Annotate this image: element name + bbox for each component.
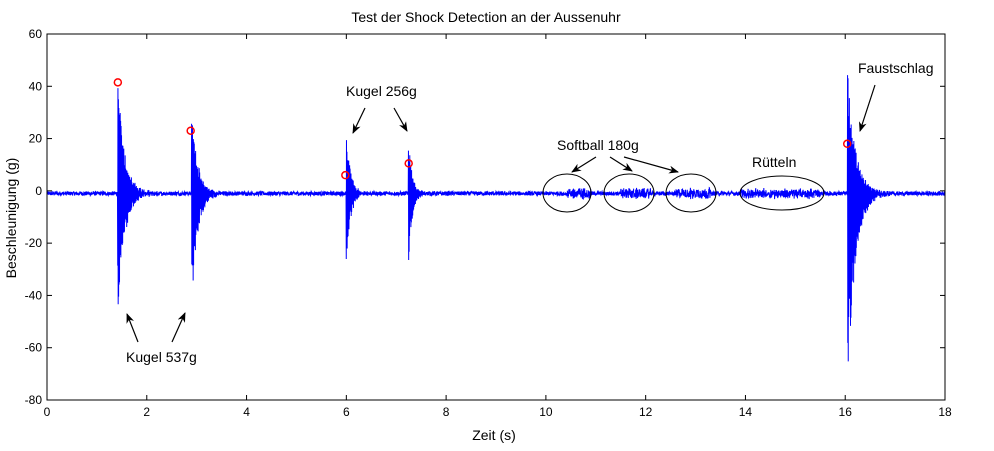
detection-marker bbox=[404, 159, 413, 168]
arrow-softball-3 bbox=[623, 156, 679, 174]
arrow-softball-1 bbox=[571, 156, 597, 173]
detection-marker bbox=[186, 126, 195, 135]
x-tick-label: 18 bbox=[938, 405, 952, 419]
arrow-softball-2 bbox=[609, 156, 633, 172]
y-tick-label: -20 bbox=[25, 236, 43, 250]
y-tick-label: -80 bbox=[25, 393, 43, 407]
x-tick-label: 0 bbox=[44, 405, 51, 419]
y-tick-label: 20 bbox=[29, 132, 43, 146]
y-axis-label: Beschleunigung (g) bbox=[3, 158, 19, 279]
x-tick-label: 16 bbox=[839, 405, 853, 419]
arrow-kugel-256g-2 bbox=[393, 107, 408, 132]
ellipse-softball-2 bbox=[603, 173, 655, 213]
plot-area bbox=[46, 75, 946, 362]
y-tick-label: 0 bbox=[35, 184, 42, 198]
y-tick-label: -40 bbox=[25, 288, 43, 302]
x-tick-label: 4 bbox=[243, 405, 250, 419]
x-tick-label: 6 bbox=[343, 405, 350, 419]
y-tick-label: 60 bbox=[29, 27, 43, 41]
y-tick-label: -60 bbox=[25, 341, 43, 355]
annotation-ruetteln: Rütteln bbox=[752, 154, 796, 170]
x-tick-label: 12 bbox=[639, 405, 653, 419]
ellipse-ruetteln bbox=[739, 175, 825, 211]
detection-marker bbox=[842, 139, 852, 149]
annotation-softball-180g: Softball 180g bbox=[557, 137, 639, 153]
annotations: Kugel 537g Kugel 256g Softball 180g Rütt… bbox=[126, 60, 933, 365]
ellipse-softball-3 bbox=[665, 173, 717, 213]
detection-marker bbox=[113, 78, 123, 87]
annotation-faustschlag: Faustschlag bbox=[858, 60, 933, 76]
plot-frame bbox=[46, 33, 946, 401]
detection-marker bbox=[341, 170, 350, 180]
x-tick-label: 2 bbox=[143, 405, 150, 419]
x-tick-label: 8 bbox=[443, 405, 450, 419]
ellipse-softball-1 bbox=[542, 173, 592, 213]
signal-line bbox=[46, 75, 946, 362]
y-tick-label: 40 bbox=[29, 79, 43, 93]
x-axis-label: Zeit (s) bbox=[472, 427, 516, 443]
x-tick-label: 14 bbox=[739, 405, 753, 419]
x-tick-label: 10 bbox=[539, 405, 553, 419]
arrow-faustschlag bbox=[858, 84, 876, 132]
annotation-kugel-256g: Kugel 256g bbox=[346, 83, 417, 99]
arrow-kugel-537g-2 bbox=[171, 312, 186, 343]
chart-title: Test der Shock Detection an der Aussenuh… bbox=[351, 9, 621, 25]
annotation-kugel-537g: Kugel 537g bbox=[126, 349, 197, 365]
arrow-kugel-537g-1 bbox=[126, 313, 139, 343]
arrow-kugel-256g-1 bbox=[352, 107, 366, 134]
axis-ticks: 0 2 4 6 8 10 12 14 16 18 -80 -60 -40 -20 0 20 40 60 bbox=[25, 27, 952, 419]
